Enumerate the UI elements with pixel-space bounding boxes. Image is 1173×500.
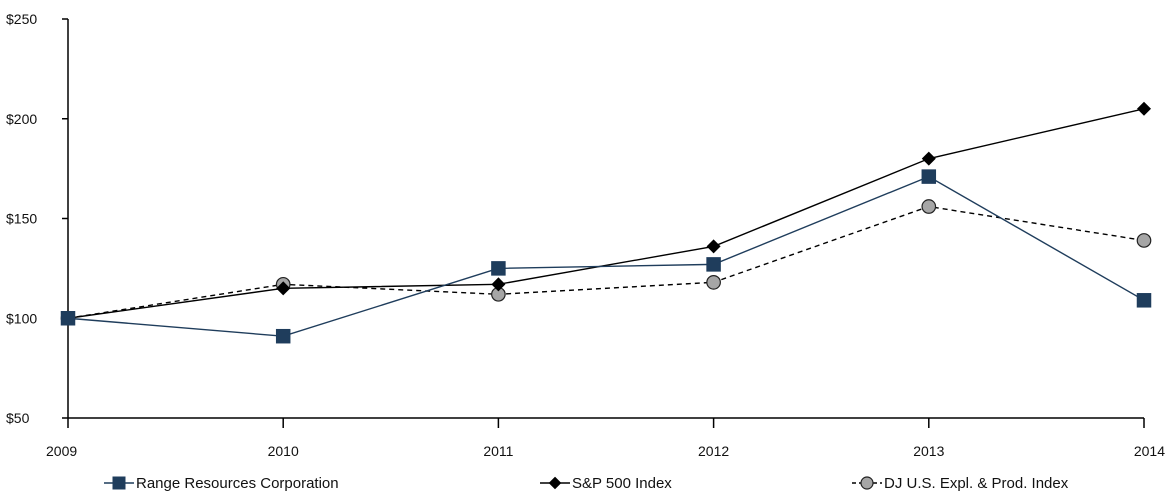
- x-tick-label: 2009: [46, 443, 77, 459]
- y-tick-label: $50: [6, 410, 30, 426]
- x-tick-label: 2012: [698, 443, 729, 459]
- tick-labels: $50 $100 $150 $200 $250 2009 2010 2011 2012 2013 2…: [6, 11, 1165, 459]
- data-point: [491, 277, 506, 292]
- data-point: [706, 274, 721, 290]
- data-point: [1136, 293, 1152, 308]
- x-tick-label: 2010: [268, 443, 299, 459]
- legend-marker: [860, 476, 874, 490]
- series-2: [67, 205, 1145, 319]
- series-layer: [60, 101, 1152, 344]
- data-point: [921, 199, 937, 214]
- y-tick-label: $200: [6, 111, 37, 127]
- series-1: [67, 108, 1145, 319]
- x-tick-label: 2011: [483, 443, 513, 459]
- data-point: [706, 239, 721, 254]
- series-line: [67, 205, 1145, 319]
- series-line: [67, 175, 1145, 337]
- legend-item-1: S&P 500 Index: [540, 475, 672, 492]
- data-point: [60, 311, 76, 326]
- data-point: [491, 261, 506, 276]
- x-tick-label: 2013: [913, 443, 944, 459]
- series-line: [67, 108, 1145, 319]
- series-markers-1: [60, 101, 1152, 326]
- data-point: [921, 169, 937, 184]
- legend-marker: [548, 476, 562, 490]
- legend-item-2: DJ U.S. Expl. & Prod. Index: [852, 475, 1069, 492]
- legend-label: DJ U.S. Expl. & Prod. Index: [884, 475, 1069, 492]
- data-point: [1136, 101, 1152, 116]
- y-tick-label: $100: [6, 310, 37, 326]
- data-point: [706, 257, 721, 272]
- x-tick-label: 2014: [1134, 443, 1165, 459]
- data-point: [275, 328, 291, 344]
- data-point: [921, 151, 936, 166]
- legend-item-0: Range Resources Corporation: [104, 475, 339, 492]
- data-point: [276, 281, 291, 296]
- legend-label: Range Resources Corporation: [136, 475, 339, 492]
- y-tick-label: $250: [6, 11, 37, 27]
- series-markers-2: [60, 199, 1152, 326]
- data-point: [1136, 233, 1152, 248]
- legend-marker: [112, 476, 126, 490]
- chart-axes: [62, 18, 1145, 428]
- chart-legend: Range Resources Corporation S&P 500 Index…: [104, 475, 1069, 492]
- y-tick-label: $150: [6, 211, 37, 227]
- series-0: [67, 175, 1145, 337]
- series-markers-0: [60, 169, 1152, 344]
- legend-label: S&P 500 Index: [572, 475, 672, 492]
